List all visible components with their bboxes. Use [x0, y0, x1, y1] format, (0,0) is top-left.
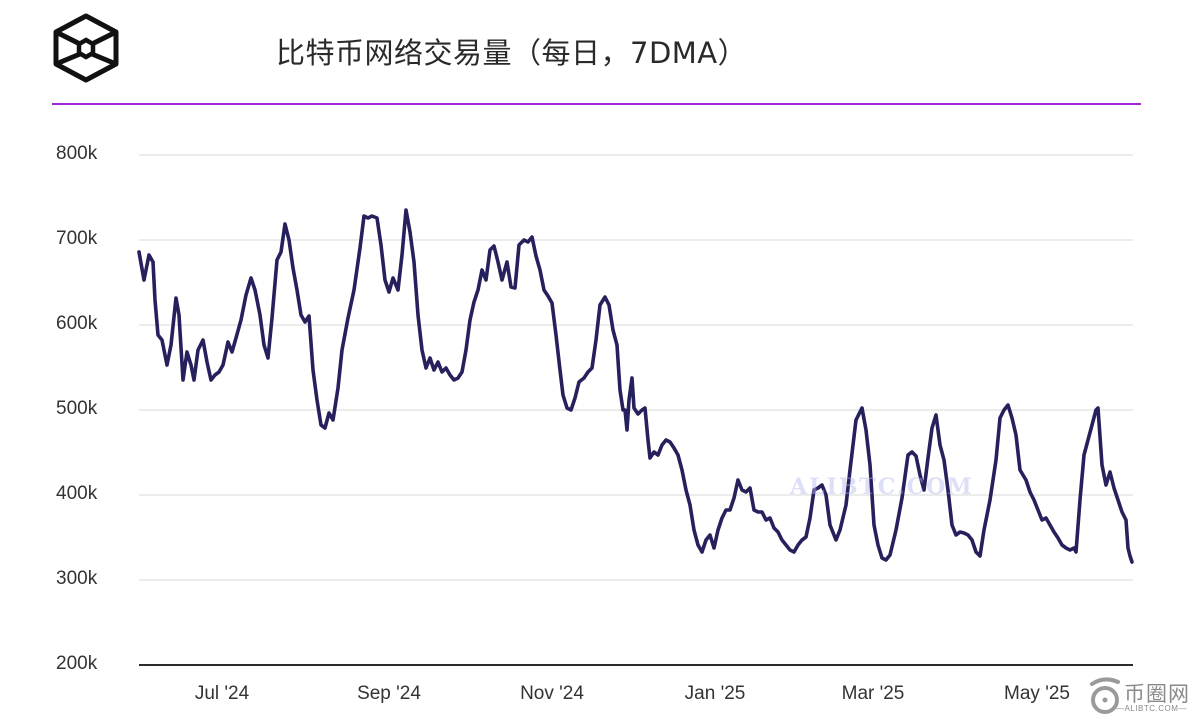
y-tick-label: 800k: [56, 143, 98, 164]
gridlines: [139, 154, 1133, 581]
y-tick-label: 600k: [56, 313, 98, 334]
x-tick-label: Nov '24: [520, 683, 584, 704]
x-tick-label: May '25: [1004, 683, 1070, 704]
title-divider: [52, 103, 1141, 105]
y-tick-label: 400k: [56, 483, 98, 504]
y-tick-label: 700k: [56, 228, 98, 249]
y-tick-label: 300k: [56, 568, 98, 589]
brand-url: —ALIBTC.COM—: [1116, 704, 1187, 713]
x-tick-label: Mar '25: [841, 683, 905, 704]
brand-name: 币圈网: [1124, 682, 1190, 706]
y-tick-label: 500k: [56, 398, 98, 419]
hexagon-cube-logo-icon: [53, 13, 119, 83]
x-tick-label: Jan '25: [684, 683, 746, 704]
brand-coin-icon: [1090, 677, 1120, 714]
x-tick-label: Jul '24: [194, 683, 250, 704]
series-line: [137, 208, 1134, 564]
y-tick-label: 200k: [56, 653, 98, 674]
x-tick-label: Sep '24: [357, 683, 421, 704]
brand-watermark: 币圈网 —ALIBTC.COM—: [1088, 676, 1196, 718]
watermark-text: ALIBTC.COM: [790, 474, 974, 500]
chart-title: 比特币网络交易量（每日，7DMA）: [276, 36, 748, 70]
